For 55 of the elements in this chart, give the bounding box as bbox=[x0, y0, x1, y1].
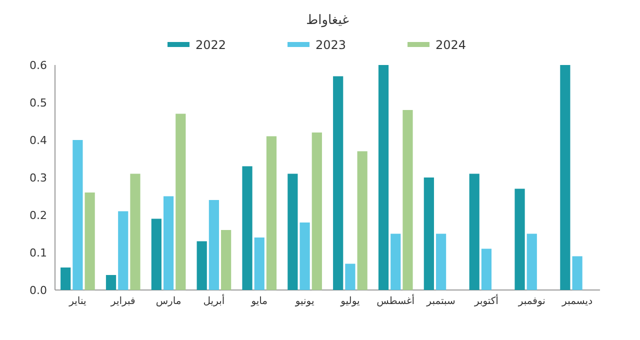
bar bbox=[242, 166, 252, 290]
bar bbox=[130, 174, 140, 290]
bar bbox=[151, 218, 162, 290]
chart-title: غيغاواط bbox=[306, 13, 350, 28]
bar bbox=[436, 234, 446, 290]
x-tick-label: أكتوبر bbox=[473, 294, 499, 307]
bar bbox=[254, 238, 264, 290]
x-tick-label: أغسطس bbox=[376, 294, 415, 307]
legend-label: 2023 bbox=[316, 38, 346, 52]
bar bbox=[208, 200, 220, 290]
y-tick-label: 0.0 bbox=[30, 284, 47, 297]
x-tick-label: سبتمبر bbox=[426, 296, 456, 307]
y-tick-label: 0.5 bbox=[30, 96, 47, 110]
bar bbox=[196, 241, 207, 290]
y-tick-label: 0.1 bbox=[30, 246, 47, 260]
bar bbox=[176, 114, 186, 290]
y-tick-label: 0.6 bbox=[30, 59, 47, 72]
x-tick-label: يناير bbox=[68, 296, 86, 307]
y-tick-label: 0.3 bbox=[30, 172, 47, 184]
bar bbox=[266, 136, 277, 290]
bar bbox=[424, 178, 434, 290]
bar bbox=[163, 196, 174, 290]
bar bbox=[312, 132, 322, 290]
x-tick-label: يونيو bbox=[294, 296, 314, 307]
bar bbox=[402, 110, 413, 290]
bar bbox=[390, 234, 401, 290]
legend-label: 2024 bbox=[436, 38, 466, 52]
bar bbox=[60, 268, 71, 290]
x-tick-label: أبريل bbox=[203, 294, 225, 307]
bar bbox=[72, 140, 83, 290]
bar bbox=[221, 230, 232, 290]
bar bbox=[288, 174, 298, 290]
bar bbox=[526, 234, 537, 290]
x-tick-label: مايو bbox=[250, 296, 268, 307]
bar bbox=[333, 76, 344, 290]
y-tick-label: 0.2 bbox=[30, 209, 47, 222]
x-tick-label: مارس bbox=[156, 296, 182, 307]
bar bbox=[378, 65, 389, 290]
x-tick-label: فبراير bbox=[110, 296, 136, 307]
x-tick-label: يوليو bbox=[340, 296, 360, 307]
bar bbox=[300, 222, 310, 290]
bar bbox=[345, 264, 356, 290]
bar bbox=[84, 192, 95, 290]
bar bbox=[560, 65, 570, 290]
x-tick-label: نوفمبر bbox=[517, 296, 546, 307]
bar bbox=[106, 275, 116, 290]
y-tick-label: 0.4 bbox=[30, 134, 47, 147]
bar bbox=[118, 211, 128, 290]
bar bbox=[514, 188, 525, 290]
x-tick-label: ديسمبر bbox=[561, 296, 593, 307]
bar bbox=[357, 151, 368, 290]
legend-label: 2022 bbox=[196, 38, 226, 52]
bar bbox=[481, 248, 492, 290]
bar bbox=[469, 174, 480, 290]
bar bbox=[572, 256, 582, 290]
